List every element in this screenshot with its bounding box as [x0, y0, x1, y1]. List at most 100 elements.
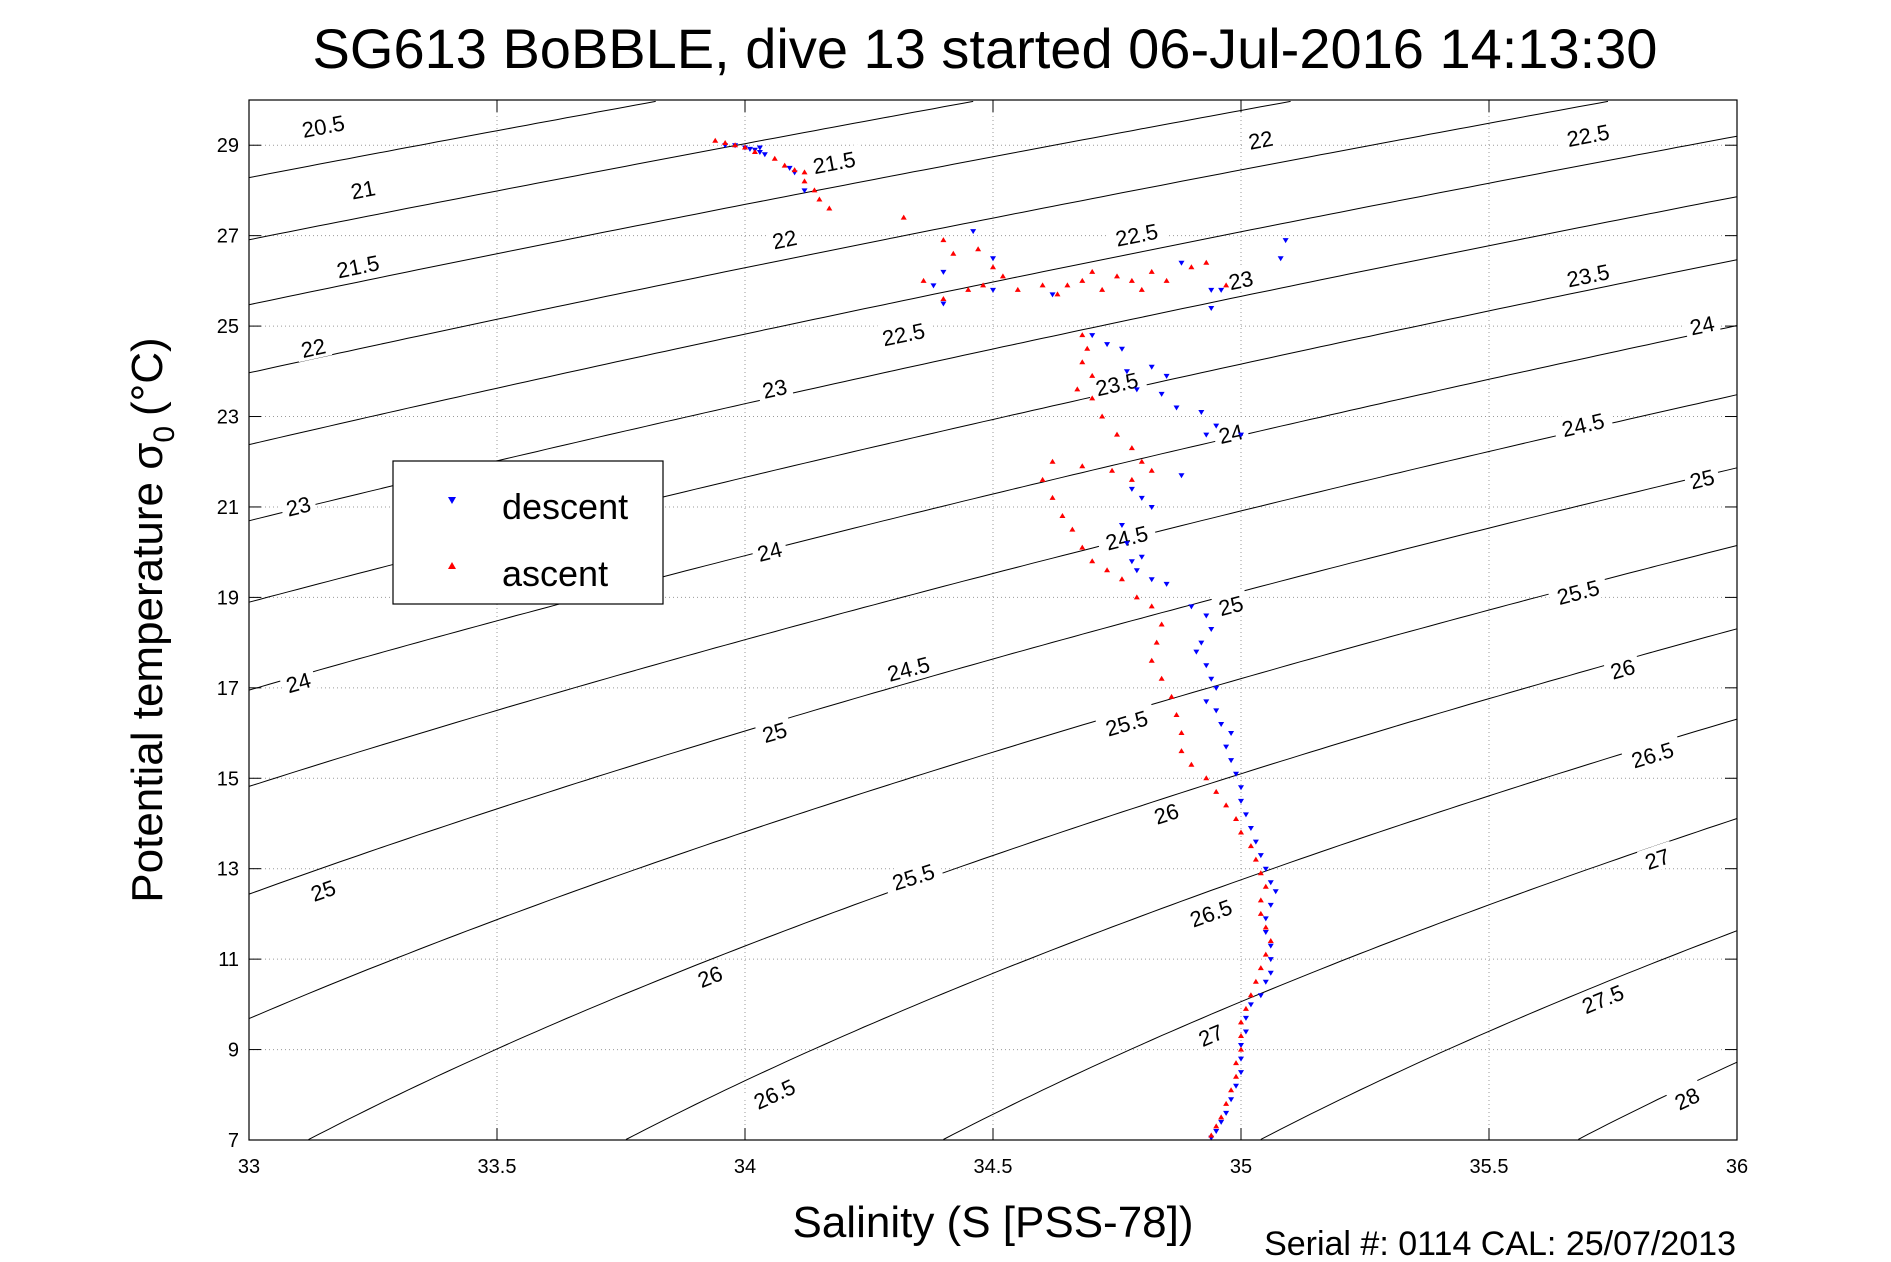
descent-point [1133, 568, 1140, 574]
ascent-point [980, 282, 987, 288]
ascent-point [1089, 395, 1096, 401]
ascent-point [1213, 788, 1220, 794]
contour-label-bg [765, 223, 804, 254]
ascent-point [1203, 259, 1210, 265]
descent-point [1178, 260, 1185, 266]
descent-point [1118, 523, 1125, 529]
ascent-point [1252, 978, 1259, 984]
descent-point [1208, 627, 1215, 633]
y-tick-label: 23 [217, 407, 239, 429]
ascent-point [1267, 938, 1274, 944]
contour-label-text: 21 [349, 175, 378, 204]
descent-point [1272, 889, 1279, 895]
ascent-point [1133, 594, 1140, 600]
ascent-point [1148, 467, 1155, 473]
descent-point [1252, 839, 1259, 845]
descent-point [1257, 993, 1264, 999]
ascent-point [1238, 1019, 1244, 1025]
descent-point [1242, 1029, 1249, 1035]
y-tick-label: 17 [217, 678, 239, 700]
contour-label: 25 [1682, 462, 1722, 494]
descent-point [1173, 405, 1180, 411]
ascent-point [1233, 1073, 1240, 1079]
descent-point [930, 283, 937, 289]
descent-point [1148, 364, 1155, 370]
contour-label: 25 [1211, 588, 1251, 621]
contour-label-bg [1666, 1079, 1708, 1116]
density-contour-line [625, 718, 1738, 1140]
descent-point [1238, 1070, 1244, 1076]
descent-point [1213, 708, 1220, 714]
contour-label-bg [1211, 588, 1251, 621]
ascent-point [1223, 802, 1230, 808]
descent-point [1138, 554, 1145, 560]
ascent-point [1252, 856, 1259, 862]
contour-label-text: 25.5 [889, 859, 937, 896]
contour-label-bg [293, 331, 333, 363]
descent-point [1198, 640, 1205, 646]
contour-label-text: 23 [284, 491, 314, 521]
contour-label-text: 25 [1687, 464, 1717, 494]
contour-label-bg [1085, 364, 1148, 401]
contour-label-bg [1546, 571, 1609, 610]
descent-point [801, 188, 808, 194]
density-contour-line [248, 100, 1291, 306]
descent-point [1158, 391, 1165, 397]
ascent-point [712, 137, 719, 143]
x-tick-label: 34 [734, 1156, 756, 1178]
ascent-point [1223, 282, 1230, 288]
ascent-point [1178, 748, 1185, 754]
ascent-point [1084, 345, 1091, 351]
y-tick-label: 7 [228, 1130, 239, 1152]
contour-label-bg [877, 648, 940, 687]
density-contour-line [248, 100, 974, 241]
contour-label: 21.5 [326, 247, 389, 283]
contour-label-bg [742, 1069, 806, 1117]
ascent-point [1228, 1087, 1235, 1093]
ascent-point [1128, 476, 1135, 482]
descent-point [1238, 1056, 1244, 1062]
ascent-point [1247, 843, 1254, 849]
ascent-point [1242, 1005, 1249, 1011]
contour-label: 24.5 [877, 648, 940, 687]
contour-label: 28 [1666, 1079, 1708, 1116]
descent-point [1049, 292, 1056, 298]
contour-label-text: 26.5 [1628, 737, 1676, 773]
y-tick-label: 13 [217, 859, 239, 881]
y-tick-label: 11 [218, 949, 239, 971]
contour-label-bg [1095, 702, 1158, 742]
contour-label: 25 [302, 872, 343, 907]
density-contour-line [248, 100, 656, 179]
descent-point [1242, 812, 1249, 818]
ascent-point [1138, 458, 1145, 464]
descent-point [1163, 581, 1170, 587]
legend-box [392, 460, 664, 605]
descent-point [1148, 504, 1155, 510]
contour-label: 23.5 [1556, 256, 1619, 292]
x-tick-label: 33.5 [478, 1156, 517, 1178]
ascent-point [1188, 264, 1195, 270]
ascent-point [1128, 445, 1135, 451]
descent-point [1262, 979, 1269, 985]
x-axis-label: Salinity (S [PSS-78]) [792, 1198, 1193, 1247]
contour-label-bg [1146, 795, 1186, 830]
ascent-point [1079, 277, 1086, 283]
ascent-point [1163, 277, 1170, 283]
descent-point [1238, 1043, 1244, 1049]
contour-label-bg [1095, 517, 1158, 556]
ascent-point [940, 295, 947, 301]
y-tick-label: 27 [217, 226, 239, 248]
ascent-point [1054, 291, 1061, 297]
descent-point [970, 229, 977, 235]
contour-label-bg [1211, 417, 1250, 449]
contour-label-bg [1190, 1016, 1231, 1052]
descent-point [1104, 342, 1111, 348]
contour-label: 21.5 [803, 144, 865, 179]
density-contour-line [1260, 930, 1738, 1140]
ascent-point [1039, 476, 1046, 482]
serial-cal-footer: Serial #: 0114 CAL: 25/07/2013 [1264, 1225, 1736, 1262]
descent-point [1203, 613, 1210, 619]
contour-label: 22.5 [1557, 117, 1619, 152]
contour-label: 22.5 [872, 315, 935, 351]
contour-labels: 20.5 21 21.5 22 23 24 25 21.5 22 22.5 23 24 24.5 25 25… [278, 107, 1722, 1117]
